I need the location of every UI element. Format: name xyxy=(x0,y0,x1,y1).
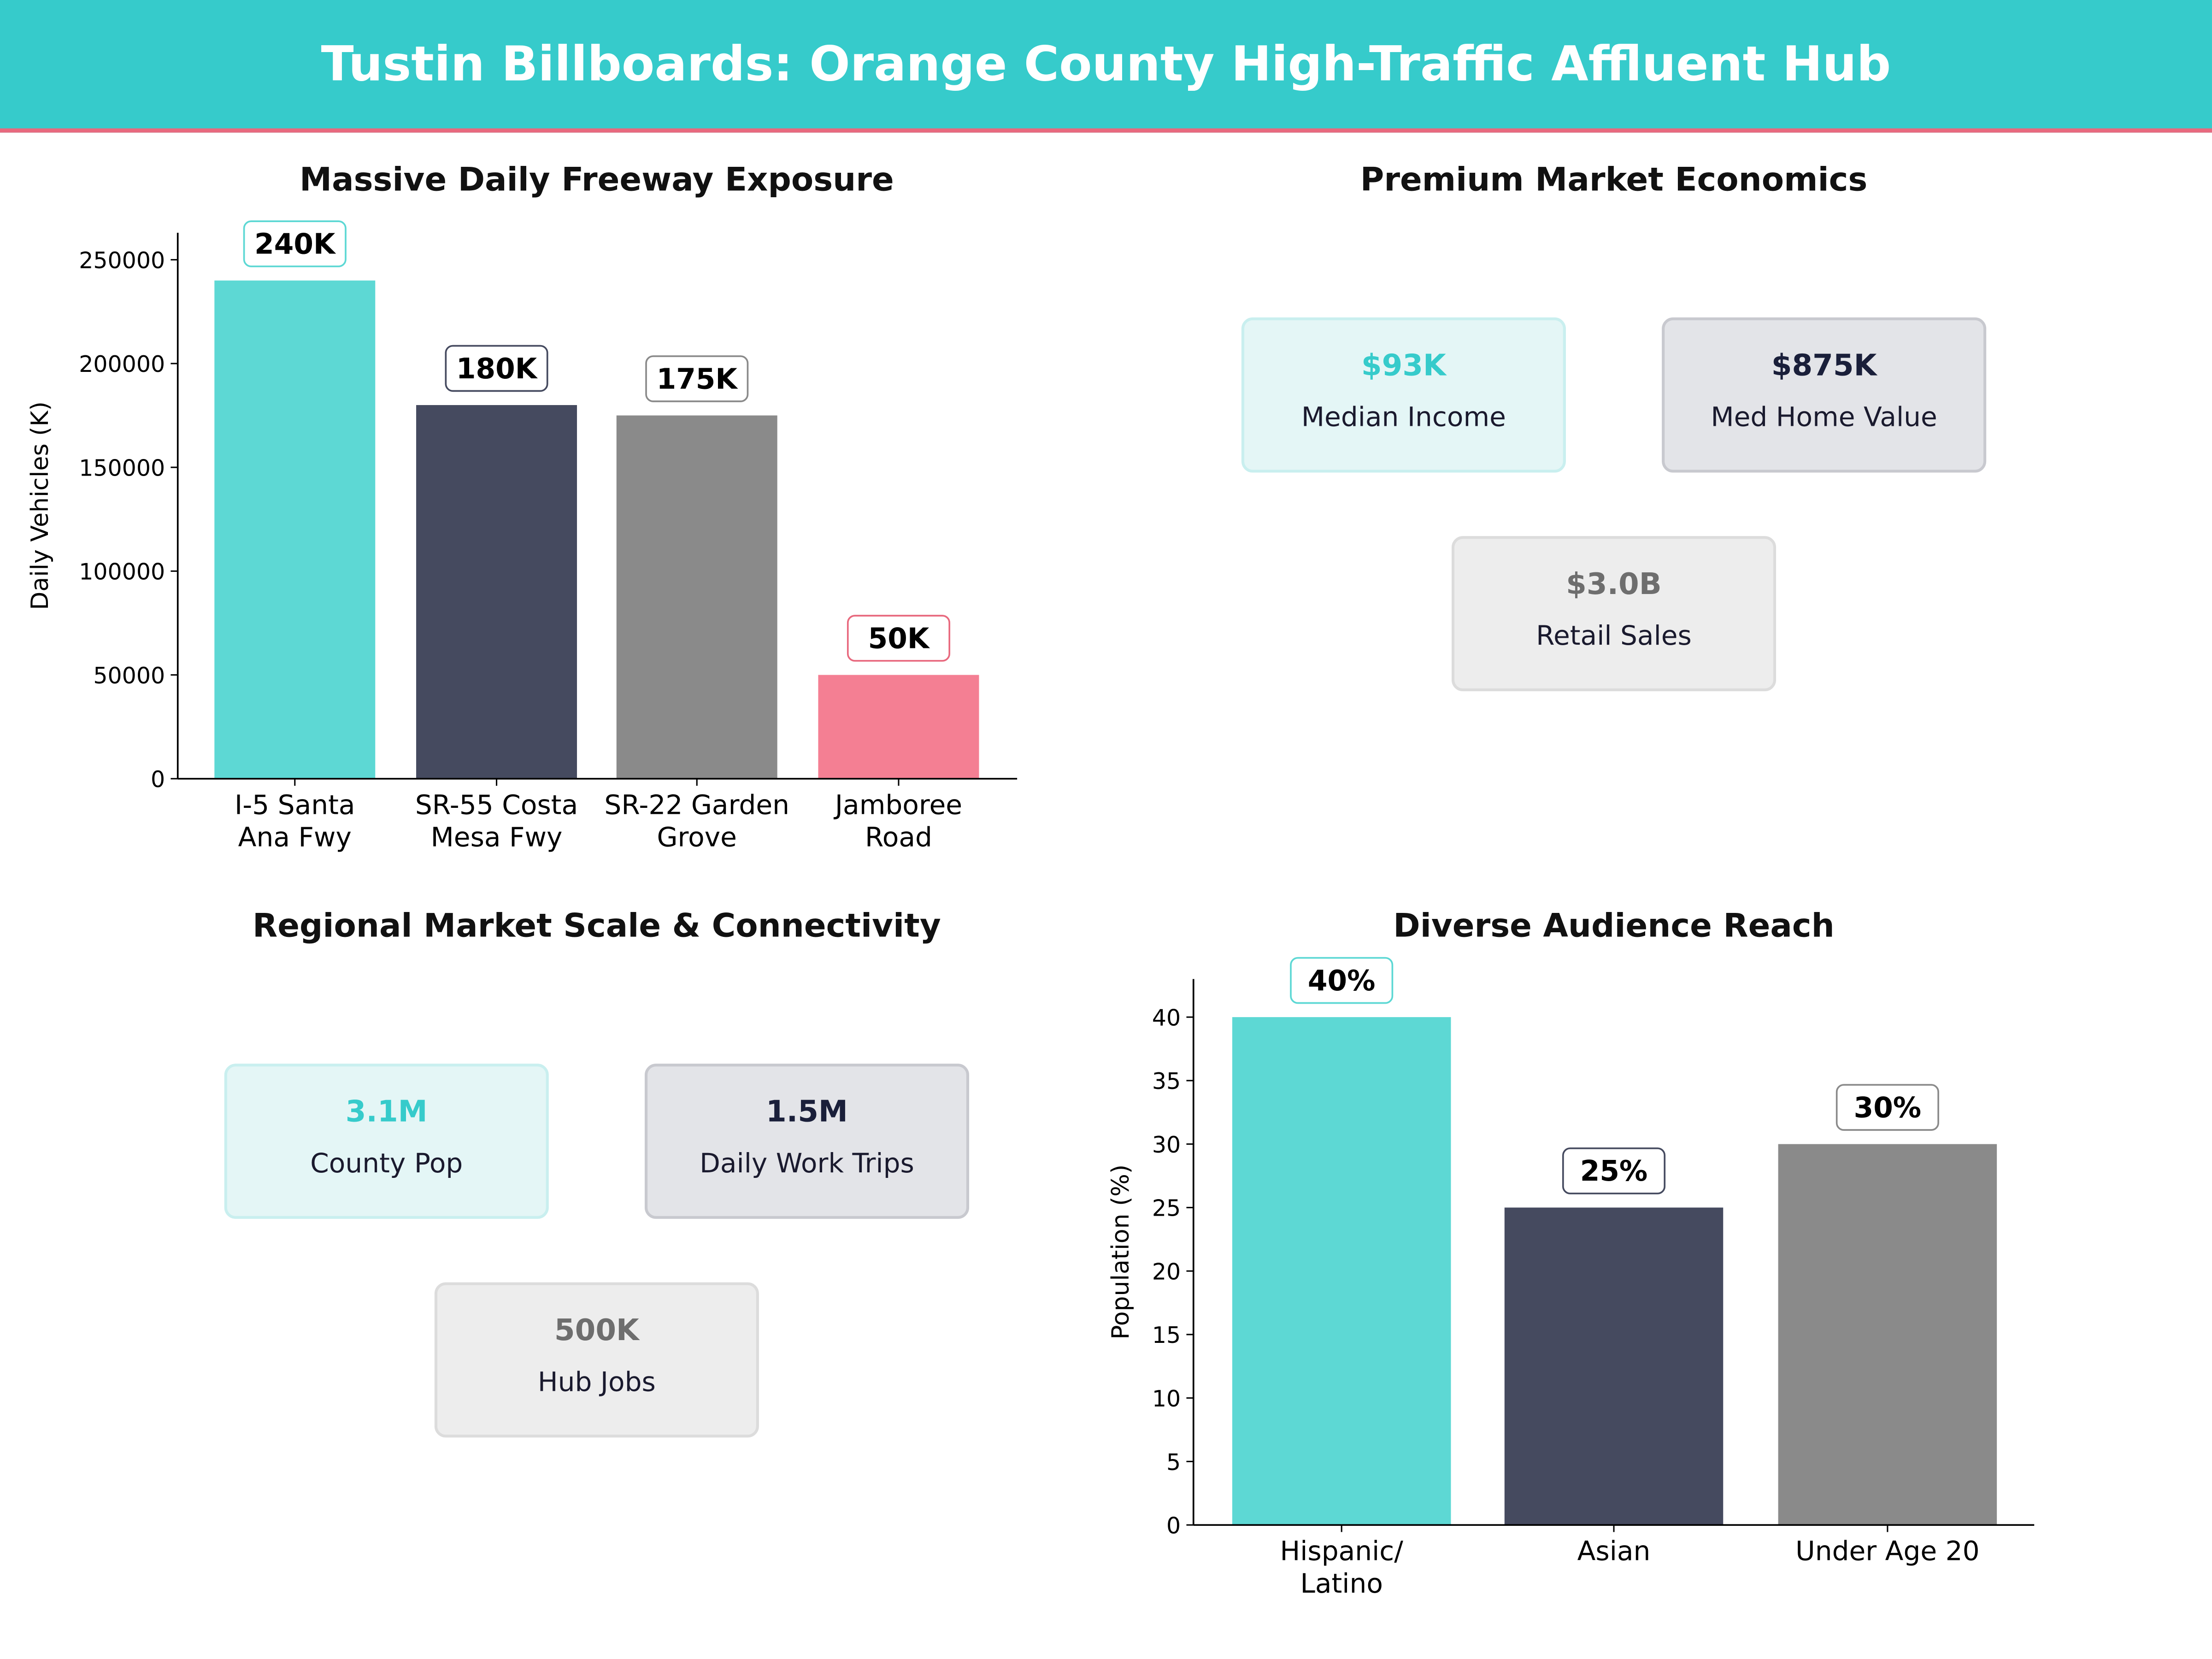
y-tick-label: 10 xyxy=(1152,1386,1181,1412)
card-label: Daily Work Trips xyxy=(700,1148,914,1180)
page-title: Tustin Billboards: Orange County High-Tr… xyxy=(321,36,1891,93)
data-label-box xyxy=(1562,1147,1666,1194)
bar xyxy=(818,675,979,779)
data-label-box xyxy=(1835,1084,1939,1131)
y-axis-label: Daily Vehicles (K) xyxy=(26,401,54,610)
x-tick-label: Grove xyxy=(657,822,736,853)
card-value: $3.0B xyxy=(1566,567,1662,601)
y-tick-label: 5 xyxy=(1166,1449,1181,1476)
card-value: $875K xyxy=(1771,348,1877,382)
y-tick-label: 0 xyxy=(151,766,165,793)
regional-card: 3.1M County Pop xyxy=(224,1064,549,1219)
header-banner: Tustin Billboards: Orange County High-Tr… xyxy=(0,0,2212,133)
x-tick-label: SR-55 Costa xyxy=(415,789,578,820)
x-tick-label: I-5 Santa xyxy=(235,789,355,820)
data-label: 240K xyxy=(254,228,336,261)
bar xyxy=(1504,1207,1724,1525)
x-tick-label: Road xyxy=(865,822,932,853)
bar xyxy=(1232,1017,1451,1525)
card-label: Hub Jobs xyxy=(537,1367,656,1398)
audience-chart-title: Diverse Audience Reach xyxy=(1393,908,1835,946)
card-label: Med Home Value xyxy=(1711,402,1937,433)
data-label: 25% xyxy=(1580,1155,1648,1188)
regional-title: Regional Market Scale & Connectivity xyxy=(253,908,941,946)
y-tick-label: 15 xyxy=(1152,1322,1181,1348)
bar xyxy=(214,280,376,779)
bar xyxy=(416,405,577,779)
card-label: Retail Sales xyxy=(1536,620,1692,652)
economics-title: Premium Market Economics xyxy=(1360,162,1868,199)
card-value: 3.1M xyxy=(345,1094,428,1129)
x-tick-label: Hispanic/ xyxy=(1280,1535,1404,1567)
x-tick-label: Jamboree xyxy=(833,789,962,820)
x-tick-label: Under Age 20 xyxy=(1795,1535,1979,1567)
x-tick-label: Latino xyxy=(1300,1568,1382,1599)
data-label-box xyxy=(847,615,951,662)
y-axis-label: Population (%) xyxy=(1107,1165,1135,1340)
y-tick-label: 250000 xyxy=(79,247,165,274)
card-value: 1.5M xyxy=(766,1094,848,1129)
card-label: County Pop xyxy=(310,1148,463,1180)
economics-card: $875K Med Home Value xyxy=(1662,317,1987,473)
data-label-box xyxy=(1290,957,1394,1004)
freeway-chart-title: Massive Daily Freeway Exposure xyxy=(300,162,894,199)
x-tick-label: Mesa Fwy xyxy=(431,822,563,853)
economics-card: $93K Median Income xyxy=(1241,317,1566,473)
data-label: 40% xyxy=(1308,965,1376,997)
y-tick-label: 150000 xyxy=(79,455,165,481)
y-tick-label: 25 xyxy=(1152,1195,1181,1222)
y-tick-label: 20 xyxy=(1152,1259,1181,1285)
bar xyxy=(616,415,777,779)
y-tick-label: 100000 xyxy=(79,559,165,585)
data-label-box xyxy=(445,345,548,392)
y-tick-label: 0 xyxy=(1166,1513,1181,1539)
y-tick-label: 30 xyxy=(1152,1132,1181,1158)
data-label-box xyxy=(243,220,347,267)
data-label: 30% xyxy=(1854,1091,1922,1124)
card-value: 500K xyxy=(554,1313,639,1347)
x-tick-label: SR-22 Garden xyxy=(604,789,789,820)
card-label: Median Income xyxy=(1301,402,1506,433)
regional-card: 1.5M Daily Work Trips xyxy=(644,1064,970,1219)
data-label-box xyxy=(645,355,749,402)
data-label: 180K xyxy=(456,353,538,385)
y-tick-label: 50000 xyxy=(93,663,165,689)
y-tick-label: 200000 xyxy=(79,351,165,377)
x-tick-label: Asian xyxy=(1577,1535,1651,1567)
x-tick-label: Ana Fwy xyxy=(238,822,352,853)
bar xyxy=(1778,1144,1997,1525)
card-value: $93K xyxy=(1361,348,1446,382)
y-tick-label: 35 xyxy=(1152,1068,1181,1094)
y-tick-label: 40 xyxy=(1152,1005,1181,1031)
regional-card: 500K Hub Jobs xyxy=(434,1282,759,1438)
data-label: 175K xyxy=(657,363,739,395)
data-label: 50K xyxy=(868,622,930,655)
economics-card: $3.0B Retail Sales xyxy=(1451,536,1777,691)
